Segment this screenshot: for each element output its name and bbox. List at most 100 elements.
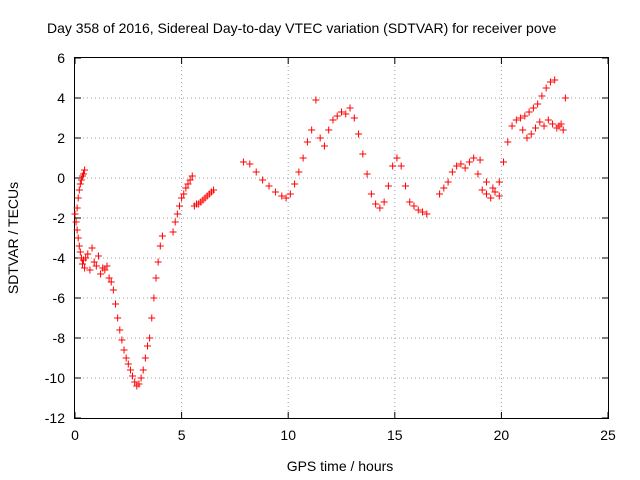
data-point <box>278 192 286 200</box>
chart-title: Day 358 of 2016, Sidereal Day-to-day VTE… <box>47 20 557 36</box>
data-point <box>401 182 409 190</box>
data-point <box>282 194 290 202</box>
data-point <box>312 96 320 104</box>
data-point <box>325 126 333 134</box>
data-point <box>101 266 109 274</box>
data-point <box>540 122 548 130</box>
data-point <box>491 188 499 196</box>
data-point <box>303 138 311 146</box>
data-point <box>131 378 139 386</box>
series-segment-6 <box>476 94 569 200</box>
series-segment-4 <box>239 96 431 218</box>
data-point <box>146 334 154 342</box>
data-point <box>436 190 444 198</box>
data-point <box>78 260 86 268</box>
data-point <box>397 162 405 170</box>
data-point <box>81 166 89 174</box>
data-point <box>316 134 324 142</box>
y-tick-label: -4 <box>53 250 66 266</box>
data-point <box>419 208 427 216</box>
data-point <box>544 116 552 124</box>
data-point <box>536 118 544 126</box>
data-point <box>517 114 525 122</box>
data-point <box>75 242 83 250</box>
data-point <box>92 262 100 270</box>
data-point <box>525 108 533 116</box>
data-point <box>342 110 350 118</box>
data-point <box>423 210 431 218</box>
x-tick-label: 0 <box>71 427 79 443</box>
data-point <box>376 204 384 212</box>
data-point <box>440 184 448 192</box>
data-point <box>457 160 465 168</box>
data-point <box>150 294 158 302</box>
y-tick-label: 0 <box>57 170 65 186</box>
data-point <box>107 278 115 286</box>
series-segment-1 <box>71 210 166 390</box>
x-tick-label: 10 <box>280 427 296 443</box>
data-point <box>299 154 307 162</box>
data-point <box>487 194 495 202</box>
data-point <box>542 84 550 92</box>
y-tick-label: -6 <box>53 290 66 306</box>
data-point <box>549 120 557 128</box>
data-point <box>448 168 456 176</box>
data-point <box>461 164 469 172</box>
data-point <box>384 182 392 190</box>
data-point <box>80 170 88 178</box>
data-point <box>508 122 516 130</box>
data-point <box>126 366 134 374</box>
y-tick-label: 2 <box>57 130 65 146</box>
data-point <box>112 300 120 308</box>
data-point <box>295 168 303 176</box>
data-point <box>186 176 194 184</box>
data-point <box>482 190 490 198</box>
data-point <box>188 172 196 180</box>
points-layer <box>71 76 569 390</box>
series-segment-2 <box>73 166 89 212</box>
data-point <box>73 226 81 234</box>
data-point <box>500 158 508 166</box>
data-point <box>363 170 371 178</box>
grid-layer <box>75 58 608 418</box>
y-tick-label: -12 <box>45 410 65 426</box>
data-point <box>333 112 341 120</box>
data-point <box>171 218 179 226</box>
data-point <box>73 204 81 212</box>
data-point <box>180 190 188 198</box>
data-point <box>154 258 162 266</box>
data-point <box>453 162 461 170</box>
x-tick-label: 15 <box>387 427 403 443</box>
data-point <box>178 194 186 202</box>
data-point <box>521 112 529 120</box>
data-point <box>259 176 267 184</box>
data-point <box>84 250 92 258</box>
data-point <box>239 158 247 166</box>
data-point <box>538 92 546 100</box>
data-point <box>291 180 299 188</box>
data-point <box>478 186 486 194</box>
data-point <box>557 120 565 128</box>
data-point <box>465 158 473 166</box>
data-point <box>470 154 478 162</box>
data-point <box>474 170 482 178</box>
data-point <box>519 126 527 134</box>
data-point <box>476 156 484 164</box>
data-point <box>489 184 497 192</box>
y-tick-label: -2 <box>53 210 66 226</box>
data-point <box>346 104 354 112</box>
data-point <box>495 178 503 186</box>
data-point <box>265 182 273 190</box>
data-point <box>158 232 166 240</box>
y-tick-label: 4 <box>57 90 65 106</box>
data-point <box>81 264 89 272</box>
data-point <box>184 180 192 188</box>
x-axis-title: GPS time / hours <box>287 458 394 474</box>
data-point <box>120 346 128 354</box>
x-tick-label: 25 <box>600 427 616 443</box>
data-point <box>367 190 375 198</box>
data-point <box>124 360 132 368</box>
data-point <box>527 130 535 138</box>
